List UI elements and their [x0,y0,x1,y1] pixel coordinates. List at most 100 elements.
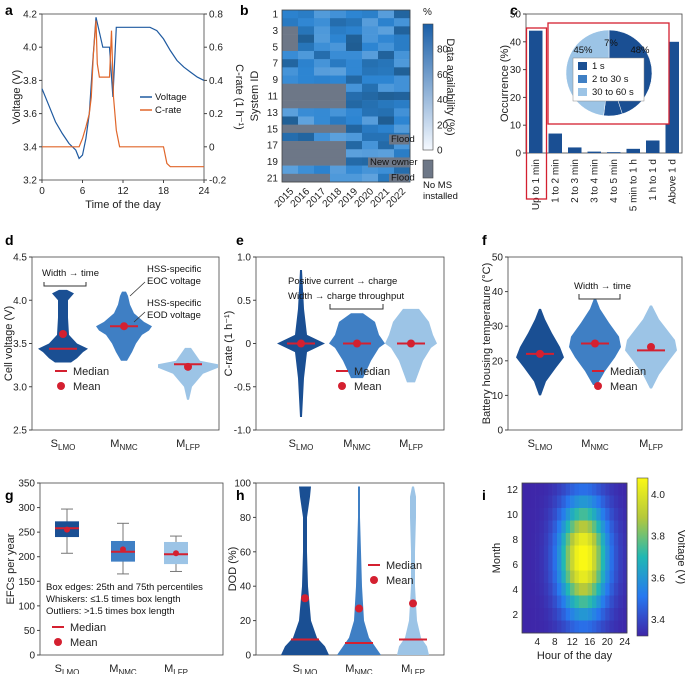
x-tick-i: 4 [535,637,541,648]
heatmap-i-cell [522,583,527,596]
heatmap-cell [330,50,347,60]
heatmap-cell [378,149,395,158]
violin-d-0 [38,289,88,363]
bracket-e [329,304,384,310]
x-tick-group-1: MNMC [109,663,137,674]
heatmap-cell [346,124,363,134]
heatmap-i-cell [539,495,545,509]
heatmap-i-cell [557,545,562,559]
series-crate-line [42,20,204,168]
heatmap-i-cell [522,533,527,546]
annotation-flood-2: Flood [391,173,415,184]
x-tick-i: 8 [552,637,558,648]
heatmap-i-cell [596,570,602,584]
heatmap-cell [330,165,347,175]
heatmap-cell [282,91,299,101]
mean-e-2 [407,339,415,348]
heatmap-i-cell [522,595,527,609]
legend-voltage: Voltage [155,92,187,103]
mean-g-0 [64,526,70,533]
heatmap-cell [298,165,315,175]
heatmap-i-cell [622,583,628,596]
heatmap-i-cell [557,495,562,509]
heatmap-i-cell [618,483,623,496]
heatmap-i-cell [535,483,540,496]
arrow-d [129,281,146,297]
heatmap-i-cell [574,520,580,534]
heatmap-cell [394,83,411,93]
heatmap-cell [394,141,411,150]
y-tick-left-a: 4.2 [23,10,37,21]
bar-1 [548,133,562,153]
heatmap-i-cell [596,545,602,559]
heatmap-i-cell [522,570,527,584]
heatmap-cell [314,157,331,166]
x-tick-group-0: SLMO [55,663,80,674]
heatmap-cell [314,67,331,76]
panel-label-b: b [240,2,249,18]
pie-legend-2: 30 to 60 s [592,87,634,98]
heatmap-i-cell [587,495,593,509]
heatmap-i-cell [605,558,610,571]
heatmap-i-cell [578,583,584,596]
heatmap-i-cell [574,570,580,584]
heatmap-i-cell [552,570,558,584]
heatmap-cell [330,124,347,134]
heatmap-i-cell [622,520,628,534]
x-tick-c: 1 to 2 min [550,159,561,203]
y-tick-f: 20 [492,356,504,367]
violin-h-2 [397,486,429,655]
arrow-d [133,311,146,323]
heatmap-cell [378,108,395,117]
heatmap-i-cell [543,520,549,534]
x-axis-label-a: Time of the day [85,199,161,211]
heatmap-cell [362,75,379,85]
heatmap-i-cell [522,620,527,634]
y-axis-label-g: EFCs per year [5,533,17,604]
heatmap-i-cell [557,483,562,496]
heatmap-i-cell [613,570,619,584]
heatmap-i-cell [552,483,558,496]
heatmap-i-cell [526,508,532,521]
y-axis-label-c: Occurrence (%) [499,45,511,122]
heatmap-cell [330,149,347,158]
heatmap-cell [346,83,363,93]
annotation-bg [389,134,409,145]
heatmap-i-cell [609,595,615,609]
y-tick-g: 100 [18,601,35,612]
heatmap-i-cell [592,483,597,496]
y-tick-b: 1 [272,10,278,21]
heatmap-i-cell [613,545,619,559]
colorbar-i [636,477,649,637]
heatmap-i-cell [565,620,571,634]
heatmap-i-cell [578,520,584,534]
heatmap-i-cell [539,520,545,534]
y-tick-right-a: 0.4 [209,76,223,87]
annotation-positive-current: Positive current → charge [288,276,397,287]
heatmap-i-cell [622,533,628,546]
y-tick-left-a: 4.0 [23,43,37,54]
pie-legend-1: 2 to 30 s [592,74,629,85]
pie-label-2: 48% [630,45,650,56]
heatmap-i-cell [565,608,571,621]
x-tick-group-0: SLMO [293,663,318,674]
y-axis-label-d: Cell voltage (V) [3,306,15,381]
heatmap-i-cell [609,558,615,571]
heatmap-cell [298,173,315,183]
heatmap-i-cell [605,545,610,559]
heatmap-i-cell [587,583,593,596]
heatmap-i-cell [548,595,553,609]
heatmap-cell [298,124,315,134]
heatmap-i-cell [535,620,540,634]
heatmap-cell [282,165,299,175]
heatmap-i-cell [600,545,606,559]
annotation-bg [368,157,410,168]
heatmap-i-cell [522,508,527,521]
heatmap-i-cell [565,495,571,509]
d-legend-mean: Mean [73,381,101,393]
heatmap-cell [298,59,315,68]
x-tick-a: 18 [158,186,170,197]
heatmap-cell [282,59,299,68]
heatmap-i-cell [609,520,615,534]
heatmap-i-cell [618,608,623,621]
